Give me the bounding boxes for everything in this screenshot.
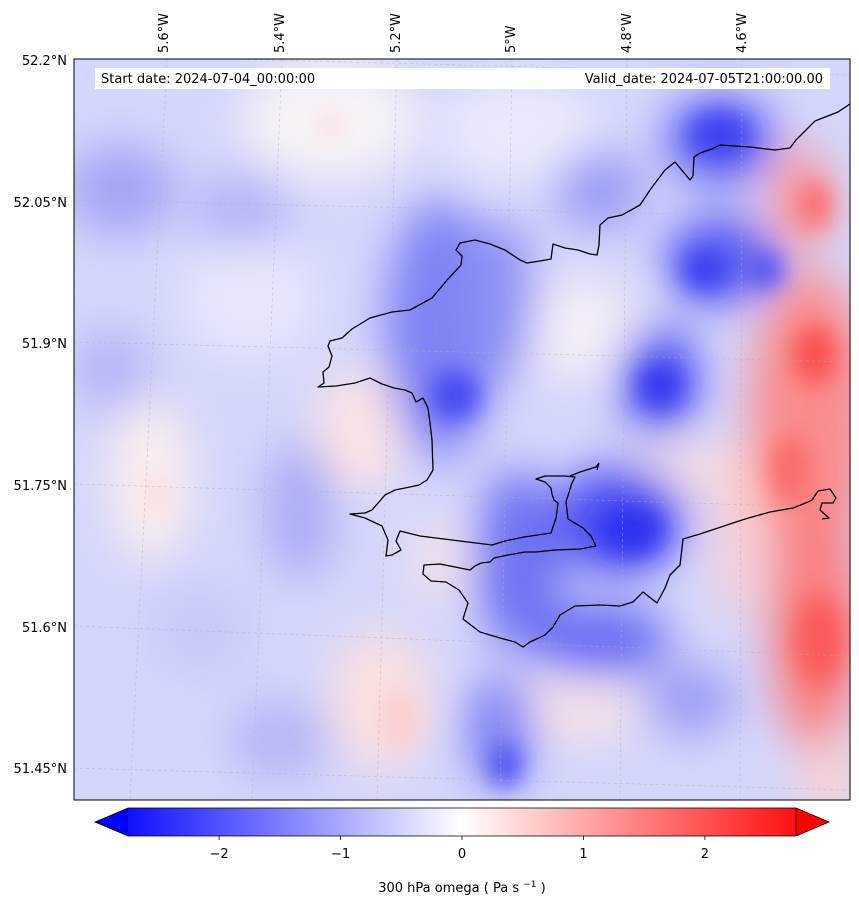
lon-label: 5.4°W	[273, 13, 288, 53]
colorbar-extend-min	[93, 807, 129, 837]
colorbar-tick-label: −1	[331, 847, 350, 862]
colorbar-units: Pa s	[493, 881, 519, 896]
map-frame	[73, 58, 851, 801]
colorbar-tick-label: −2	[210, 847, 229, 862]
lat-label: 51.9°N	[22, 337, 67, 352]
lon-label: 4.6°W	[735, 13, 750, 53]
colorbar-units-open: (	[484, 881, 489, 896]
colorbar-variable: 300 hPa omega	[378, 881, 479, 896]
lat-label: 51.6°N	[22, 621, 67, 636]
omega-field	[74, 59, 850, 800]
lon-label: 5°W	[504, 25, 519, 53]
colorbar-tick-label: 1	[579, 847, 587, 862]
lon-label: 4.8°W	[620, 13, 635, 53]
graticule	[74, 59, 850, 800]
longitude-labels: 5.6°W 5.4°W 5.2°W 5°W 4.8°W 4.6°W	[157, 13, 750, 53]
lat-label: 52.05°N	[14, 196, 67, 211]
lon-label: 5.6°W	[157, 13, 172, 53]
colorbar-tick-label: 0	[458, 847, 466, 862]
date-banner	[95, 68, 830, 89]
colorbar-body	[128, 808, 796, 836]
coastline	[317, 103, 850, 648]
lat-label: 52.2°N	[22, 54, 67, 69]
lat-label: 51.75°N	[14, 479, 67, 494]
colorbar-units-close: )	[541, 881, 546, 896]
colorbar: −2 −1 0 1 2 300 hPa omega ( Pa s −1 )	[93, 807, 831, 896]
colorbar-title: 300 hPa omega ( Pa s −1 )	[378, 876, 546, 896]
lon-label: 5.2°W	[389, 13, 404, 53]
valid-date-text: Valid_date: 2024-07-05T21:00:00.00	[585, 72, 823, 87]
start-date-text: Start date: 2024-07-04_00:00:00	[101, 72, 315, 87]
lat-label: 51.45°N	[14, 762, 67, 777]
colorbar-tick-label: 2	[701, 847, 709, 862]
colorbar-units-exponent: −1	[523, 880, 536, 890]
latitude-labels: 52.2°N 52.05°N 51.9°N 51.75°N 51.6°N 51.…	[14, 54, 67, 777]
colorbar-extend-max	[795, 807, 831, 837]
colorbar-ticks: −2 −1 0 1 2	[210, 836, 709, 862]
